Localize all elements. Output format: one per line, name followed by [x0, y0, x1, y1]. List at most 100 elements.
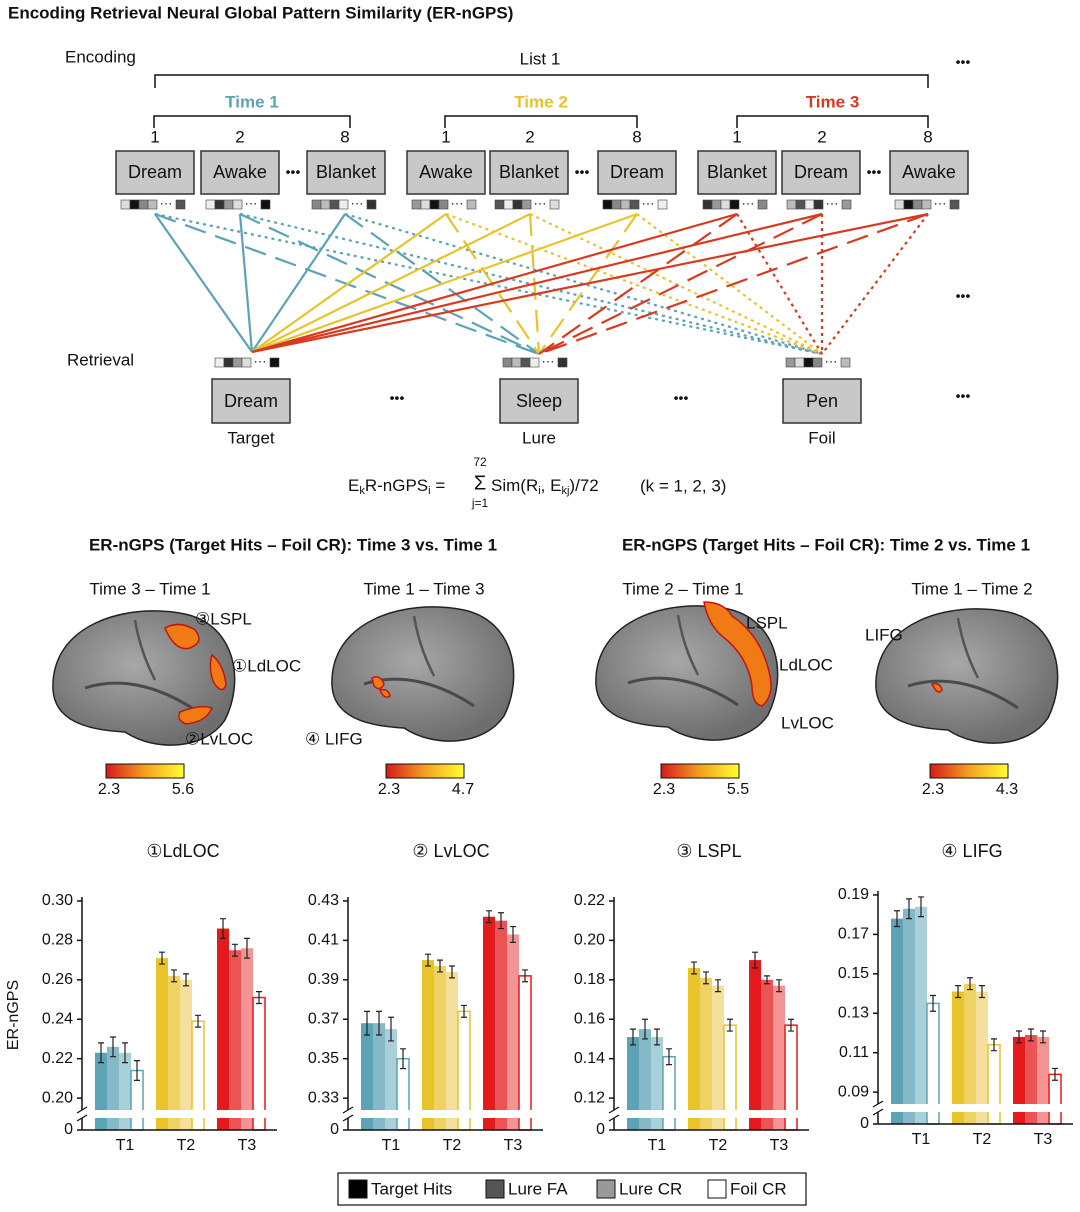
pattern-cell — [366, 199, 377, 210]
formula-part: E — [348, 476, 359, 495]
pattern-cell — [232, 199, 243, 210]
pattern-cell — [602, 199, 613, 210]
error-bar — [991, 1038, 997, 1052]
error-bar — [244, 937, 250, 959]
pattern-cell — [812, 357, 823, 368]
probe-word: Sleep — [516, 391, 562, 411]
formula-part: i — [428, 485, 430, 497]
y-tick-label: 0 — [64, 1121, 73, 1138]
x-tick-label: T3 — [770, 1137, 789, 1154]
position-number: 1 — [732, 127, 741, 146]
error-bar — [703, 971, 709, 985]
error-bar — [134, 1060, 140, 1081]
ellipsis: ••• — [575, 164, 590, 180]
pattern-cell — [260, 199, 271, 210]
pattern-cell — [329, 199, 340, 210]
legend-label: Lure FA — [508, 1179, 568, 1198]
bar — [688, 967, 700, 1130]
word-box — [406, 150, 486, 195]
formula-lower: j=1 — [471, 496, 489, 510]
y-tick-label: 0.14 — [574, 1050, 605, 1067]
brain — [875, 608, 1059, 744]
break-slash — [342, 1106, 354, 1122]
sulcus — [84, 681, 196, 712]
region-label: ②LvLOC — [185, 729, 253, 748]
pattern-cell — [729, 199, 740, 210]
error-bar — [1016, 1030, 1022, 1044]
pattern-dots: ··· — [542, 353, 555, 368]
ellipsis: ••• — [390, 390, 405, 406]
region-label: LdLOC — [779, 655, 833, 674]
word-box — [597, 150, 677, 195]
pattern-dots: ··· — [351, 195, 364, 210]
bar — [396, 1057, 410, 1131]
error-bar — [642, 1018, 648, 1040]
axis-break — [868, 1104, 1075, 1112]
word-box — [889, 150, 969, 195]
axis-break — [72, 1110, 279, 1118]
pattern-cell — [138, 199, 149, 210]
bar — [119, 1052, 131, 1130]
activation-blob — [178, 705, 214, 725]
brain — [331, 606, 515, 742]
colorbar-min: 2.3 — [378, 781, 400, 798]
connection-line — [239, 212, 823, 356]
bar — [446, 971, 458, 1130]
bar — [749, 960, 761, 1130]
axis-break — [338, 1110, 545, 1118]
time-bracket — [736, 115, 929, 128]
colorbar — [660, 763, 740, 779]
pattern-cell — [521, 199, 532, 210]
error-bar — [498, 912, 504, 930]
position-number: 2 — [525, 127, 534, 146]
colorbar-min: 2.3 — [98, 781, 120, 798]
error-bar — [364, 1010, 370, 1036]
y-tick-label: 0 — [596, 1121, 605, 1138]
position-number: 1 — [150, 127, 159, 146]
chart-title: ② LvLOC — [412, 841, 489, 861]
y-tick-label: 0.22 — [42, 1050, 73, 1067]
connection-line — [238, 213, 254, 353]
error-bar — [979, 985, 985, 999]
pattern-cell — [511, 357, 522, 368]
pattern-cell — [129, 199, 140, 210]
error-bar — [486, 910, 492, 924]
error-bar — [764, 975, 770, 985]
bar — [964, 983, 976, 1124]
position-number: 8 — [632, 127, 641, 146]
bar — [229, 950, 241, 1130]
pattern-cell — [223, 357, 234, 368]
probe-type: Lure — [522, 428, 556, 447]
bar — [700, 977, 712, 1130]
colorbar — [105, 763, 185, 779]
position-number: 2 — [235, 127, 244, 146]
connection-line — [251, 212, 638, 354]
break-slash — [608, 1106, 620, 1122]
pattern-cell — [232, 357, 243, 368]
error-bar — [930, 994, 936, 1012]
x-tick-label: T1 — [912, 1131, 931, 1148]
y-tick-label: 0.41 — [308, 932, 339, 949]
pattern-dots: ··· — [245, 195, 258, 210]
y-tick-label: 0.28 — [42, 932, 73, 949]
bar — [385, 1029, 397, 1130]
pattern-cell — [657, 199, 668, 210]
section-heading: ER-nGPS (Target Hits – Foil CR): Time 3 … — [89, 535, 497, 554]
pattern-cell — [411, 199, 422, 210]
time-label: Time 1 — [225, 92, 279, 111]
probe-box — [211, 378, 291, 424]
pattern-dots: ··· — [642, 195, 655, 210]
connection-line — [154, 212, 823, 356]
x-tick-label: T3 — [1034, 1131, 1053, 1148]
pattern-cell — [949, 199, 960, 210]
x-tick-label: T2 — [973, 1131, 992, 1148]
pattern-cell — [120, 199, 131, 210]
bar — [1025, 1034, 1037, 1124]
sulcus — [907, 679, 1019, 710]
bar — [712, 985, 724, 1130]
ellipsis: ••• — [956, 388, 971, 404]
pattern-cell — [205, 199, 216, 210]
y-tick-label: 0.20 — [42, 1089, 73, 1106]
pattern-dots: ··· — [534, 195, 547, 210]
formula-part: )/72 — [569, 476, 598, 495]
